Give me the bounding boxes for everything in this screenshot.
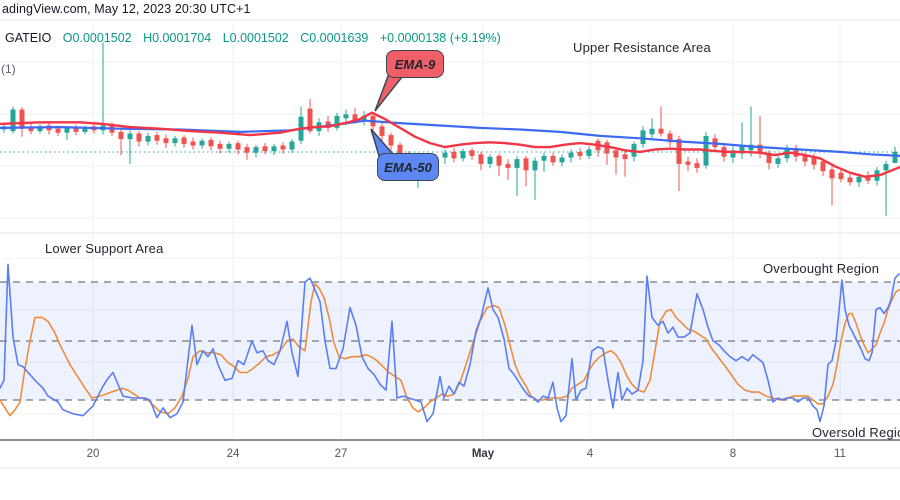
ohlc-open: O0.0001502	[62, 31, 132, 45]
ohlc-change: +0.0000138 (+9.19%)	[379, 31, 501, 45]
x-axis-labels[interactable]: 20 24 27 May 4 8 11	[87, 448, 846, 460]
ema50-callout[interactable]: EMA-50	[377, 153, 439, 181]
ema50-line	[0, 119, 900, 157]
x-axis-tick-label: 24	[227, 448, 240, 460]
x-axis-tick-label: 8	[730, 448, 736, 460]
ema9-line	[0, 111, 900, 178]
exchange-label: GATEIO	[5, 31, 52, 45]
ohlc-high: H0.0001704	[143, 31, 212, 45]
annotation-overbought-region[interactable]: Overbought Region	[763, 261, 880, 276]
x-axis-tick-label: 11	[834, 448, 846, 460]
annotation-oversold-region[interactable]: Oversold Region	[812, 425, 900, 440]
stoch-k-line	[0, 263, 900, 423]
watermark-text: adingView.com, May 12, 2023 20:30 UTC+1	[2, 2, 251, 16]
annotation-lower-support-area[interactable]: Lower Support Area	[45, 241, 164, 256]
annotation-upper-resistance-area[interactable]: Upper Resistance Area	[573, 40, 711, 55]
ohlc-low: L0.0001502	[222, 31, 289, 45]
series-pane-suffix: (1)	[1, 62, 16, 76]
x-axis-tick-label: 20	[87, 448, 100, 460]
ema9-callout[interactable]: EMA-9	[386, 50, 444, 78]
gridlines	[0, 22, 900, 440]
x-axis-tick-label: 4	[587, 448, 594, 460]
ohlc-legend: GATEIO O0.0001502 H0.0001704 L0.0001502 …	[5, 31, 509, 45]
x-axis-tick-label: 27	[335, 448, 348, 460]
ohlc-close: C0.0001639	[300, 31, 369, 45]
x-axis-tick-label: May	[472, 448, 495, 460]
